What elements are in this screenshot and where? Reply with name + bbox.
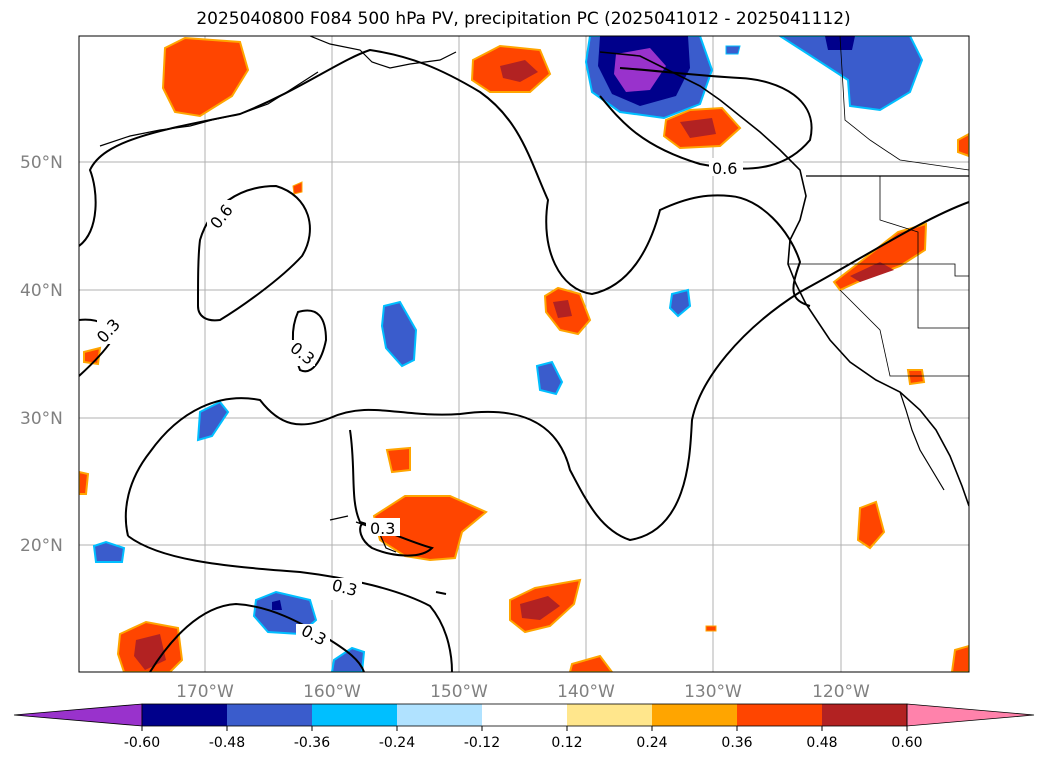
colorbar-segment: [737, 704, 822, 726]
map-title: 2025040800 F084 500 hPa PV, precipitatio…: [196, 9, 851, 29]
colorbar-segment: [652, 704, 737, 726]
colorbar-tick-label: -0.12: [464, 735, 500, 751]
map-frame: [78, 35, 970, 673]
lat-label: 20°N: [20, 536, 63, 556]
colorbar-tick-label: -0.60: [124, 735, 160, 751]
colorbar-min-extend: [13, 703, 143, 727]
lat-label: 30°N: [20, 409, 63, 429]
colorbar-outline: [141, 703, 908, 727]
lat-label: 40°N: [20, 281, 63, 301]
contour-label: 0.6: [712, 159, 737, 178]
colorbar-tick-label: 0.24: [636, 735, 667, 751]
lon-label: 160°W: [303, 682, 361, 702]
colorbar-ticks: -0.60 -0.48 -0.36 -0.24 -0.12 0.12 0.24 0.36 0.4…: [124, 726, 923, 751]
colorbar-segment: [227, 704, 312, 726]
colorbar-max-extend: [906, 703, 1035, 727]
lon-label: 130°W: [684, 682, 742, 702]
map-area: [79, 36, 969, 672]
colorbar-segment: [142, 704, 227, 726]
colorbar: [13, 703, 1035, 727]
colorbar-segment: [312, 704, 397, 726]
colorbar-segment: [397, 704, 482, 726]
lon-label: 120°W: [812, 682, 870, 702]
colorbar-tick-label: -0.24: [379, 735, 415, 751]
precipitation-shading: [79, 36, 969, 672]
lon-label: 140°W: [557, 682, 615, 702]
colorbar-tick-label: 0.48: [806, 735, 837, 751]
contour-label: 0.3: [370, 519, 395, 538]
colorbar-tick-label: -0.48: [209, 735, 245, 751]
lat-label: 50°N: [20, 153, 63, 173]
colorbar-segment: [822, 704, 907, 726]
pv-contours: [79, 48, 969, 672]
lon-label: 170°W: [176, 682, 234, 702]
contour-label-group: 0.6 0.6 0.3 0.3 0.3 0.3 0.3: [93, 158, 743, 649]
colorbar-tick-label: 0.36: [721, 735, 752, 751]
colorbar-tick-label: -0.36: [294, 735, 330, 751]
colorbar-segment: [567, 704, 652, 726]
colorbar-tick-label: 0.12: [551, 735, 582, 751]
colorbar-tick-label: 0.60: [891, 735, 922, 751]
colorbar-segment: [482, 704, 567, 726]
lon-label: 150°W: [430, 682, 488, 702]
